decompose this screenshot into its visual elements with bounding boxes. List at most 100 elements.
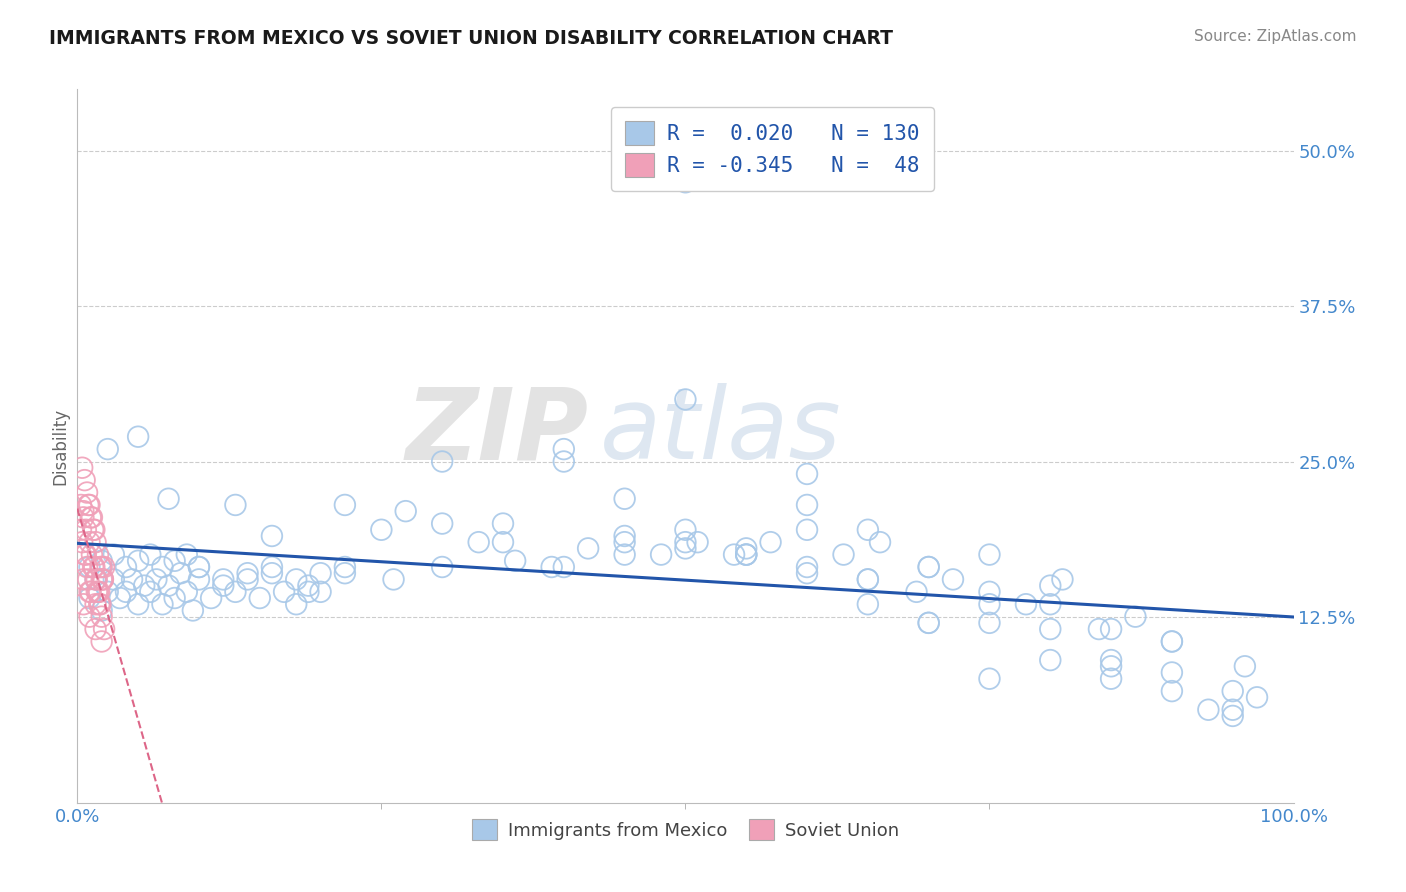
Point xyxy=(80,548,103,562)
Point xyxy=(170,566,193,581)
Point xyxy=(145,573,167,587)
Point xyxy=(163,591,186,605)
Point xyxy=(395,504,418,518)
Point xyxy=(77,573,100,587)
Point xyxy=(1099,653,1122,667)
Point xyxy=(492,516,515,531)
Point xyxy=(430,516,453,531)
Point xyxy=(613,529,636,543)
Point xyxy=(675,541,697,556)
Point xyxy=(675,523,697,537)
Point xyxy=(1039,653,1062,667)
Point xyxy=(97,442,120,456)
Point xyxy=(83,523,105,537)
Point xyxy=(273,584,295,599)
Point xyxy=(80,510,103,524)
Point xyxy=(72,510,94,524)
Point xyxy=(796,498,818,512)
Point xyxy=(90,573,112,587)
Point xyxy=(1197,703,1219,717)
Point xyxy=(430,454,453,468)
Point xyxy=(613,548,636,562)
Point xyxy=(856,523,879,537)
Point xyxy=(127,554,149,568)
Point xyxy=(1161,634,1184,648)
Point xyxy=(249,591,271,605)
Point xyxy=(309,584,332,599)
Point xyxy=(735,548,758,562)
Point xyxy=(467,535,489,549)
Point xyxy=(832,548,855,562)
Point xyxy=(93,560,115,574)
Point xyxy=(979,548,1001,562)
Text: Source: ZipAtlas.com: Source: ZipAtlas.com xyxy=(1194,29,1357,44)
Point xyxy=(79,584,101,599)
Point xyxy=(650,548,672,562)
Point xyxy=(181,603,204,617)
Point xyxy=(735,541,758,556)
Point xyxy=(163,554,186,568)
Point xyxy=(869,535,891,549)
Point xyxy=(333,566,356,581)
Point xyxy=(82,560,104,574)
Point xyxy=(127,597,149,611)
Point xyxy=(70,523,93,537)
Point xyxy=(90,609,112,624)
Point xyxy=(84,622,107,636)
Point xyxy=(430,560,453,574)
Point xyxy=(723,548,745,562)
Point xyxy=(87,584,110,599)
Point xyxy=(1039,579,1062,593)
Point xyxy=(152,560,174,574)
Point xyxy=(309,566,332,581)
Point xyxy=(188,560,211,574)
Point xyxy=(1125,609,1147,624)
Point xyxy=(1099,659,1122,673)
Point xyxy=(1015,597,1038,611)
Point xyxy=(139,584,162,599)
Point xyxy=(613,535,636,549)
Point xyxy=(75,548,97,562)
Point xyxy=(90,634,112,648)
Point xyxy=(79,591,101,605)
Point xyxy=(89,584,111,599)
Point xyxy=(84,573,107,587)
Point xyxy=(70,535,93,549)
Point xyxy=(553,442,575,456)
Point xyxy=(1039,597,1062,611)
Point xyxy=(236,573,259,587)
Point xyxy=(83,560,105,574)
Point xyxy=(200,591,222,605)
Point xyxy=(1161,684,1184,698)
Point xyxy=(1052,573,1074,587)
Point xyxy=(91,573,114,587)
Point xyxy=(918,560,941,574)
Point xyxy=(79,560,101,574)
Point xyxy=(76,485,98,500)
Point xyxy=(91,573,114,587)
Point xyxy=(89,597,111,611)
Point xyxy=(236,566,259,581)
Point xyxy=(260,560,283,574)
Point xyxy=(260,529,283,543)
Point xyxy=(139,548,162,562)
Point xyxy=(89,560,111,574)
Point xyxy=(121,573,143,587)
Point xyxy=(540,560,562,574)
Point xyxy=(73,473,96,487)
Point xyxy=(856,573,879,587)
Point xyxy=(735,548,758,562)
Y-axis label: Disability: Disability xyxy=(51,408,69,484)
Point xyxy=(86,584,108,599)
Point xyxy=(1222,703,1244,717)
Point xyxy=(1161,665,1184,680)
Point xyxy=(735,548,758,562)
Point xyxy=(1246,690,1268,705)
Point xyxy=(285,573,308,587)
Point xyxy=(84,573,107,587)
Point xyxy=(796,560,818,574)
Legend: Immigrants from Mexico, Soviet Union: Immigrants from Mexico, Soviet Union xyxy=(461,808,910,851)
Point xyxy=(86,573,108,587)
Point xyxy=(333,498,356,512)
Point xyxy=(79,609,101,624)
